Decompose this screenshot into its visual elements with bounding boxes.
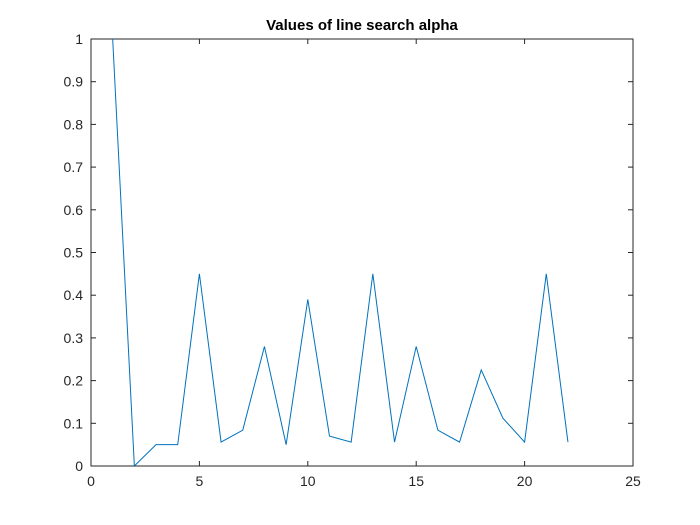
series-line	[112, 39, 569, 466]
chart-title: Values of line search alpha	[266, 17, 458, 34]
y-tick-label: 0.4	[64, 287, 84, 303]
x-tick-label: 20	[517, 473, 533, 489]
axes-box	[90, 38, 634, 467]
plot-area: 0 5 10 15 20 25 0 0.1 0.2 0.3 0.4 0.5 0.6 0.7 0.8 0.9 1	[64, 31, 641, 489]
x-tick-label: 15	[408, 473, 424, 489]
x-tick-label: 25	[625, 473, 641, 489]
y-tick-label: 0.5	[64, 245, 84, 261]
y-tick-label: 0.7	[64, 159, 84, 175]
x-tick-label: 5	[196, 473, 204, 489]
y-tick-label: 0.1	[64, 415, 84, 431]
y-tick-label: 1	[75, 31, 83, 47]
y-tick-label: 0.2	[64, 373, 84, 389]
y-tick-label: 0.3	[64, 330, 84, 346]
y-tick-label: 0.6	[64, 202, 84, 218]
x-tick-label: 0	[87, 473, 95, 489]
x-tick-label: 10	[300, 473, 316, 489]
y-tick-label: 0.9	[64, 74, 84, 90]
y-tick-label: 0.8	[64, 116, 84, 132]
y-tick-label: 0	[75, 458, 83, 474]
